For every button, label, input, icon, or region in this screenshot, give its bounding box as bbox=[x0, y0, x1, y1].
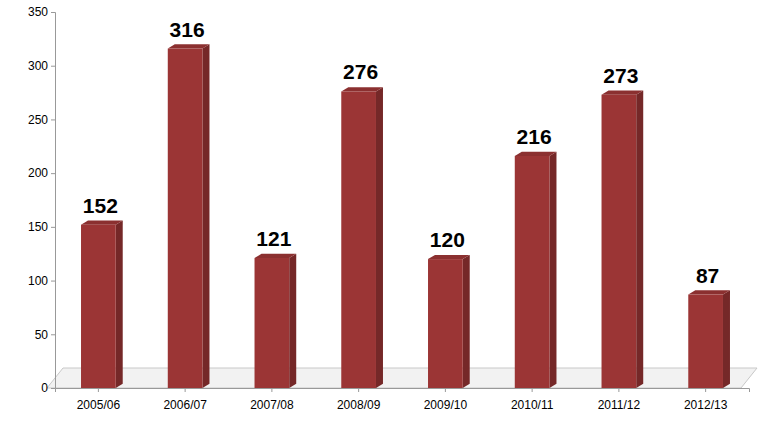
y-tick: 250 bbox=[28, 113, 55, 127]
y-tick-mark bbox=[51, 388, 55, 389]
bar bbox=[602, 95, 637, 388]
data-label: 121 bbox=[256, 227, 291, 250]
x-tick: 2012/13 bbox=[684, 388, 728, 412]
x-tick-mark bbox=[705, 388, 706, 392]
bar-side bbox=[116, 221, 123, 388]
y-tick-mark bbox=[51, 66, 55, 67]
x-tick-label: 2012/13 bbox=[684, 398, 728, 412]
y-axis-line bbox=[51, 13, 56, 389]
x-tick-mark bbox=[358, 388, 359, 392]
bar-side bbox=[202, 44, 209, 388]
data-labels: 152 316 121 276 120 216 273 87 bbox=[83, 18, 719, 287]
x-tick-label: 2006/07 bbox=[163, 398, 207, 412]
bar-top bbox=[428, 255, 470, 259]
y-tick: 300 bbox=[28, 59, 55, 73]
y-tick-mark bbox=[51, 119, 55, 120]
y-tick-label: 300 bbox=[28, 59, 48, 73]
x-tick-label: 2011/12 bbox=[598, 398, 641, 412]
y-tick-label: 350 bbox=[28, 5, 48, 19]
bar-side bbox=[636, 91, 643, 388]
x-tick-mark bbox=[445, 388, 446, 392]
x-axis: 2005/06 2006/07 2007/08 2008/09 2009/10 2010/… bbox=[56, 388, 750, 412]
bar-top bbox=[168, 44, 210, 48]
x-tick-label: 2009/10 bbox=[424, 398, 468, 412]
bar bbox=[168, 49, 203, 388]
x-tick: 2005/06 bbox=[77, 388, 121, 412]
y-axis: 0 50 100 150 200 250 300 350 bbox=[28, 5, 56, 395]
bar-side bbox=[289, 254, 296, 388]
x-tick: 2008/09 bbox=[337, 388, 381, 412]
bar-side bbox=[376, 87, 383, 388]
y-tick-label: 100 bbox=[28, 274, 48, 288]
y-tick: 150 bbox=[28, 220, 55, 234]
y-tick-mark bbox=[51, 173, 55, 174]
bar bbox=[81, 225, 116, 388]
bar-top bbox=[688, 290, 730, 294]
x-tick-mark bbox=[185, 388, 186, 392]
x-tick: 2010/11 bbox=[511, 388, 554, 412]
x-tick-label: 2007/08 bbox=[250, 398, 294, 412]
bar bbox=[255, 258, 290, 388]
data-label: 273 bbox=[603, 64, 638, 87]
data-label: 276 bbox=[343, 60, 378, 83]
y-tick-mark bbox=[51, 227, 55, 228]
x-tick-label: 2010/11 bbox=[511, 398, 554, 412]
y-tick: 350 bbox=[28, 5, 55, 19]
data-label: 316 bbox=[170, 18, 205, 41]
x-tick: 2009/10 bbox=[424, 388, 468, 412]
x-tick-label: 2008/09 bbox=[337, 398, 381, 412]
x-axis-line bbox=[56, 389, 750, 393]
bar-top bbox=[255, 254, 297, 258]
bar bbox=[428, 259, 463, 388]
bar-side bbox=[463, 255, 470, 388]
bar-top bbox=[515, 152, 557, 156]
y-tick-label: 0 bbox=[41, 381, 48, 395]
bar-side bbox=[723, 290, 730, 388]
bar bbox=[515, 156, 550, 388]
x-tick-mark bbox=[532, 388, 533, 392]
x-tick: 2006/07 bbox=[163, 388, 207, 412]
y-tick-label: 150 bbox=[28, 220, 48, 234]
y-tick-mark bbox=[51, 281, 55, 282]
x-tick-mark bbox=[618, 388, 619, 392]
chart: 0 50 100 150 200 250 300 350 2005/06 2006/07 2007/… bbox=[0, 0, 779, 429]
data-label: 216 bbox=[517, 125, 552, 148]
y-tick: 200 bbox=[28, 166, 55, 180]
y-tick: 100 bbox=[28, 274, 55, 288]
y-tick: 50 bbox=[35, 328, 55, 342]
x-tick: 2011/12 bbox=[598, 388, 641, 412]
data-label: 152 bbox=[83, 194, 118, 217]
bars bbox=[81, 44, 730, 388]
data-label: 87 bbox=[696, 264, 719, 287]
x-tick-mark bbox=[98, 388, 99, 392]
x-tick-mark bbox=[271, 388, 272, 392]
bar-side bbox=[549, 152, 556, 388]
bar-top bbox=[81, 221, 123, 225]
y-tick-label: 50 bbox=[35, 328, 49, 342]
bar bbox=[341, 91, 376, 388]
floor bbox=[47, 368, 757, 388]
y-tick: 0 bbox=[41, 381, 55, 395]
y-tick-mark bbox=[51, 12, 55, 13]
bar-top bbox=[341, 87, 383, 91]
x-tick: 2007/08 bbox=[250, 388, 294, 412]
data-label: 120 bbox=[430, 228, 465, 251]
y-tick-label: 250 bbox=[28, 113, 48, 127]
y-tick-label: 200 bbox=[28, 166, 48, 180]
bar bbox=[688, 295, 723, 388]
bar-top bbox=[602, 91, 644, 95]
y-tick-mark bbox=[51, 334, 55, 335]
x-tick-label: 2005/06 bbox=[77, 398, 121, 412]
